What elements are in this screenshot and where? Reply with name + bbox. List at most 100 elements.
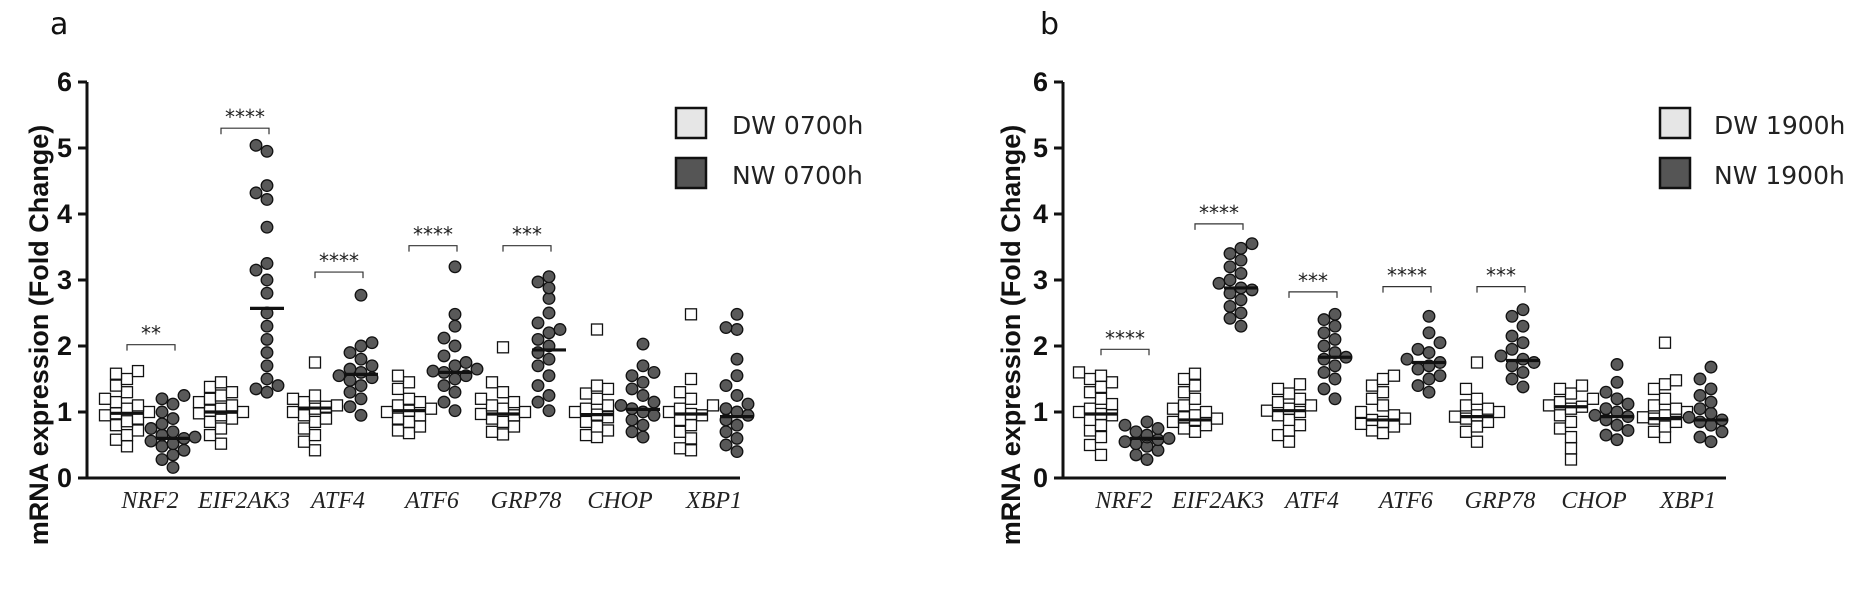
data-point-square: [684, 308, 698, 321]
data-point-circle: [1411, 362, 1425, 376]
data-point-circle: [542, 389, 556, 402]
data-point-circle: [448, 339, 462, 353]
y-tick-label: 4: [57, 199, 72, 229]
data-point-circle: [448, 307, 462, 321]
data-point-square: [684, 432, 698, 445]
data-point-circle: [354, 408, 368, 422]
data-point-square: [1459, 382, 1473, 396]
data-point-square: [1564, 402, 1578, 415]
data-point-circle: [1151, 443, 1165, 457]
data-point-square: [1398, 412, 1412, 425]
data-point-square: [1470, 356, 1484, 369]
data-point-square: [214, 422, 228, 435]
data-point-circle: [730, 418, 744, 432]
data-point-square: [391, 382, 405, 396]
data-point-square: [1575, 379, 1589, 392]
data-point-square: [1459, 399, 1473, 412]
data-point-circle: [144, 434, 158, 448]
data-point-circle: [1317, 339, 1331, 353]
data-point-circle: [260, 220, 274, 234]
data-point-square: [1293, 419, 1307, 432]
data-point-circle: [332, 369, 346, 383]
data-point-square: [601, 424, 615, 437]
panel-b-y-axis-label: mRNA expression (Fold Change): [996, 125, 1026, 546]
data-point-circle: [1234, 306, 1248, 320]
data-point-square: [1210, 412, 1224, 425]
data-point-circle: [1516, 365, 1530, 379]
significance-bracket: [220, 127, 270, 135]
data-point-circle: [1328, 359, 1342, 373]
data-point-square: [131, 399, 145, 412]
data-point-square: [225, 386, 239, 399]
data-point-square: [1094, 430, 1108, 444]
data-point-circle: [1223, 247, 1237, 261]
legend-nw-label: NW 0700h: [732, 161, 863, 190]
data-point-square: [1459, 425, 1473, 438]
panel-b-data-points: [1072, 237, 1729, 466]
data-point-square: [380, 405, 394, 419]
data-point-circle: [636, 359, 650, 373]
data-point-circle: [1704, 360, 1718, 374]
data-point-circle: [177, 389, 191, 402]
data-point-circle: [177, 443, 191, 457]
data-point-circle: [625, 382, 639, 396]
data-point-circle: [1317, 313, 1331, 327]
data-point-square: [1459, 412, 1473, 425]
data-point-square: [1658, 420, 1672, 433]
data-point-square: [1260, 404, 1274, 417]
data-point-circle: [1411, 342, 1425, 356]
data-point-square: [1365, 392, 1379, 405]
data-point-square: [120, 428, 134, 442]
significance-bracket: [1288, 291, 1338, 298]
data-point-circle: [1234, 293, 1248, 307]
data-point-square: [1553, 409, 1567, 422]
data-point-circle: [155, 439, 169, 453]
data-point-square: [1094, 392, 1108, 405]
data-point-circle: [625, 369, 639, 383]
data-point-square: [507, 420, 521, 433]
significance-bracket: [502, 245, 552, 252]
data-point-circle: [1433, 369, 1447, 383]
data-point-circle: [271, 379, 285, 393]
data-point-square: [1271, 395, 1285, 409]
data-point-square: [1083, 424, 1097, 437]
data-point-square: [1188, 379, 1202, 392]
data-point-circle: [260, 346, 274, 360]
data-point-circle: [1317, 382, 1331, 396]
data-point-square: [1658, 409, 1672, 422]
data-point-square: [1166, 402, 1180, 415]
panel-a: a mRNA expression (Fold Change) 0 1 2 3 4 5 6 N…: [24, 7, 863, 545]
data-point-square: [1304, 399, 1318, 412]
data-point-square: [214, 376, 228, 389]
x-tick-label: ATF6: [403, 488, 459, 514]
data-point-circle: [260, 319, 274, 333]
data-point-circle: [1422, 309, 1436, 323]
data-point-circle: [1223, 260, 1237, 274]
data-point-circle: [1516, 336, 1530, 350]
data-point-circle: [249, 263, 263, 277]
data-point-circle: [1693, 372, 1707, 386]
data-point-square: [496, 415, 510, 429]
data-point-square: [1564, 415, 1578, 429]
data-point-circle: [730, 352, 744, 366]
panel-a-significance: ************** ***: [126, 105, 552, 351]
data-point-square: [391, 412, 405, 425]
y-tick-label: 3: [57, 265, 72, 295]
data-point-square: [203, 415, 217, 429]
data-point-circle: [1422, 326, 1436, 340]
panel-b-axes: 0 1 2 3 4 5 6 NRF2 EIF2AK3 ATF4 ATF6 GRP78 CHOP XBP1: [1033, 67, 1726, 514]
data-point-square: [98, 392, 112, 405]
x-tick-label: EIF2AK3: [197, 488, 290, 514]
data-point-circle: [1693, 402, 1707, 416]
data-point-circle: [249, 382, 263, 396]
data-point-square: [413, 395, 427, 409]
data-point-circle: [1704, 435, 1718, 449]
data-point-circle: [343, 346, 357, 360]
data-point-square: [1094, 448, 1108, 462]
data-point-square: [1282, 413, 1296, 427]
data-point-square: [1387, 420, 1401, 433]
data-point-square: [1387, 369, 1401, 382]
data-point-circle: [636, 389, 650, 402]
